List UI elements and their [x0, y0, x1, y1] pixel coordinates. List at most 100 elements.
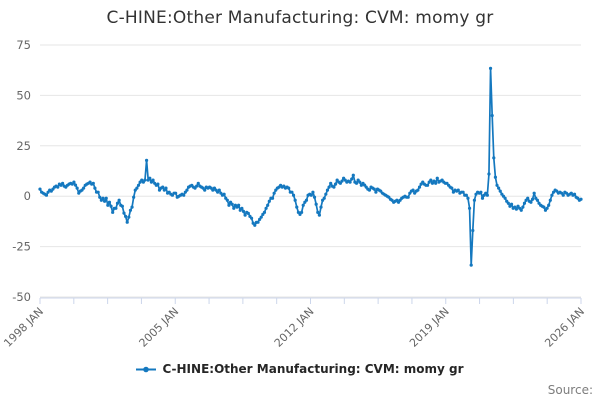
data-point[interactable] — [572, 192, 577, 196]
data-point[interactable] — [367, 188, 372, 192]
data-point[interactable] — [430, 181, 435, 185]
data-point[interactable] — [506, 201, 510, 205]
data-point[interactable] — [253, 223, 257, 227]
data-point[interactable] — [111, 210, 115, 214]
data-point[interactable] — [222, 192, 226, 196]
data-point[interactable] — [461, 190, 465, 194]
data-point[interactable] — [130, 205, 134, 209]
data-point[interactable] — [548, 198, 552, 202]
data-point[interactable] — [107, 200, 112, 204]
data-point[interactable] — [425, 183, 430, 187]
data-point[interactable] — [203, 188, 207, 192]
data-point[interactable] — [351, 173, 355, 177]
data-point[interactable] — [522, 201, 527, 205]
data-point[interactable] — [332, 185, 336, 189]
data-point[interactable] — [472, 198, 477, 202]
data-point[interactable] — [114, 206, 118, 210]
data-point[interactable] — [290, 190, 294, 194]
data-point[interactable] — [38, 187, 42, 191]
data-point[interactable] — [535, 198, 540, 202]
data-point[interactable] — [293, 198, 297, 202]
data-point[interactable] — [497, 186, 501, 190]
data-point[interactable] — [109, 204, 113, 208]
data-point[interactable] — [291, 193, 296, 197]
data-point[interactable] — [136, 183, 141, 187]
legend-item[interactable]: C-HINE:Other Manufacturing: CVM: momy gr — [136, 362, 464, 376]
data-point[interactable] — [101, 196, 105, 200]
data-point[interactable] — [287, 186, 291, 190]
data-point[interactable] — [182, 193, 186, 197]
data-point[interactable] — [217, 188, 221, 192]
data-point[interactable] — [115, 201, 120, 205]
data-point[interactable] — [316, 210, 320, 214]
data-point[interactable] — [466, 196, 470, 200]
data-point[interactable] — [374, 190, 378, 194]
data-point[interactable] — [44, 193, 49, 197]
data-point[interactable] — [561, 193, 565, 197]
data-point[interactable] — [82, 186, 86, 190]
data-point[interactable] — [456, 188, 460, 192]
data-point[interactable] — [350, 177, 354, 181]
data-point[interactable] — [262, 210, 267, 214]
data-point[interactable] — [151, 178, 155, 182]
data-point[interactable] — [266, 203, 270, 207]
data-point[interactable] — [123, 214, 128, 218]
data-point[interactable] — [75, 186, 79, 190]
data-point[interactable] — [493, 175, 498, 179]
data-point[interactable] — [312, 195, 317, 199]
data-point[interactable] — [148, 176, 152, 180]
data-point[interactable] — [530, 197, 535, 201]
data-point[interactable] — [519, 208, 523, 212]
data-point[interactable] — [272, 191, 276, 195]
data-point[interactable] — [495, 183, 499, 187]
data-point[interactable] — [144, 158, 149, 162]
data-point[interactable] — [259, 215, 263, 219]
data-point[interactable] — [411, 188, 415, 192]
data-point[interactable] — [304, 198, 309, 202]
data-point[interactable] — [104, 196, 108, 200]
data-point[interactable] — [358, 180, 362, 184]
data-point[interactable] — [125, 220, 129, 224]
data-point[interactable] — [103, 199, 107, 203]
data-point[interactable] — [267, 199, 271, 203]
data-point[interactable] — [72, 180, 76, 184]
data-series-line[interactable] — [38, 66, 583, 267]
data-point[interactable] — [450, 186, 454, 190]
data-point[interactable] — [324, 192, 328, 196]
data-point[interactable] — [56, 185, 60, 189]
data-point[interactable] — [432, 179, 436, 183]
data-point[interactable] — [241, 209, 246, 213]
data-point[interactable] — [120, 204, 124, 208]
data-point[interactable] — [434, 181, 438, 185]
data-point[interactable] — [338, 181, 342, 185]
data-point[interactable] — [96, 190, 100, 194]
data-point[interactable] — [161, 185, 165, 189]
data-point[interactable] — [106, 203, 110, 207]
data-point[interactable] — [314, 202, 318, 206]
data-point[interactable] — [143, 178, 147, 182]
data-point[interactable] — [270, 196, 275, 200]
data-point[interactable] — [485, 193, 489, 197]
data-point[interactable] — [237, 203, 241, 207]
data-point[interactable] — [479, 190, 483, 194]
data-point[interactable] — [98, 195, 102, 199]
data-point[interactable] — [240, 206, 244, 210]
data-point[interactable] — [309, 193, 313, 197]
series-path[interactable] — [39, 67, 582, 266]
data-point[interactable] — [487, 172, 491, 176]
data-point[interactable] — [93, 186, 97, 190]
data-point[interactable] — [322, 196, 326, 200]
data-point[interactable] — [547, 203, 551, 207]
data-point[interactable] — [249, 216, 254, 220]
data-point[interactable] — [243, 213, 247, 217]
data-point[interactable] — [195, 184, 199, 188]
data-point[interactable] — [117, 198, 121, 202]
data-point[interactable] — [232, 206, 236, 210]
data-point[interactable] — [122, 211, 126, 215]
data-point[interactable] — [225, 198, 229, 202]
data-point[interactable] — [521, 205, 525, 209]
data-point[interactable] — [327, 185, 331, 189]
data-point[interactable] — [185, 188, 189, 192]
data-point[interactable] — [73, 183, 78, 187]
data-point[interactable] — [509, 202, 514, 206]
